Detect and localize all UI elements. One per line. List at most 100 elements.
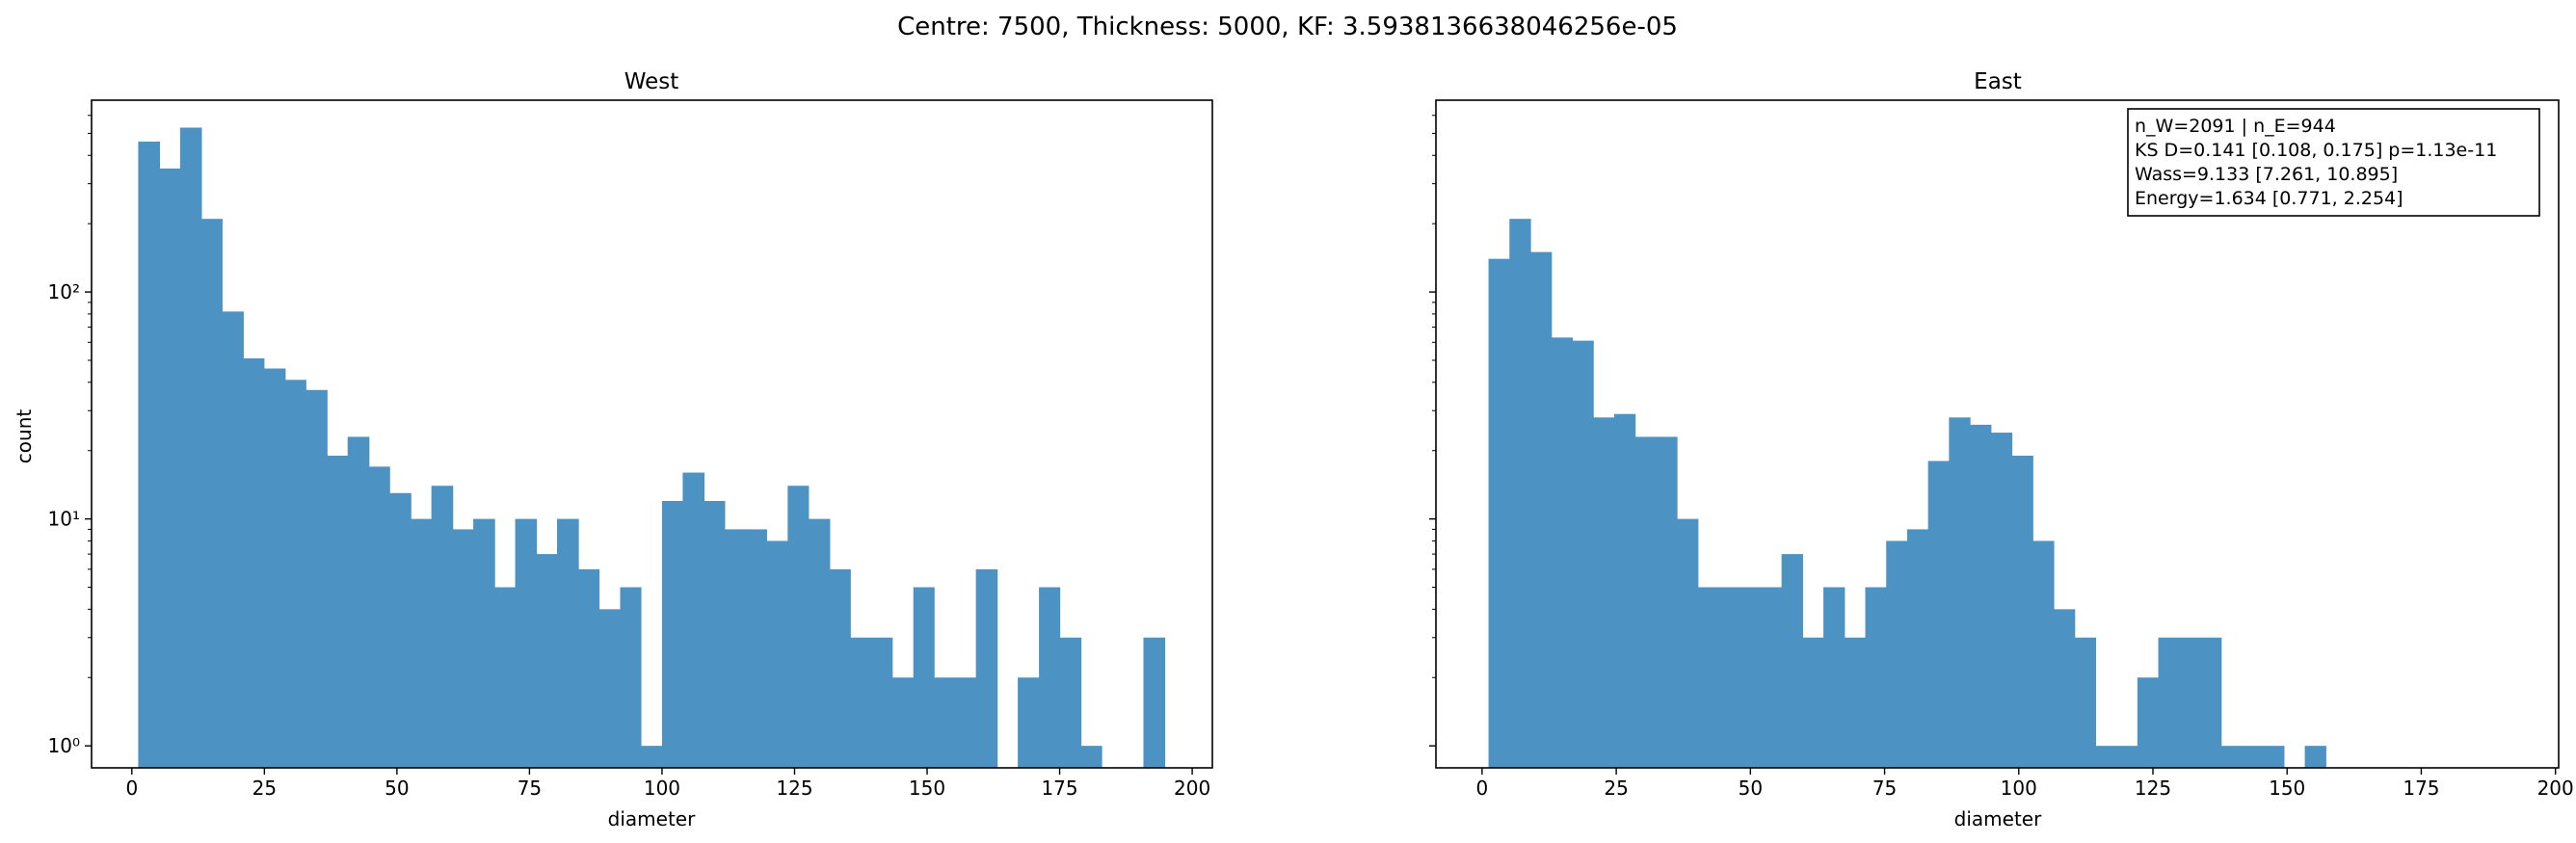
- east-xtick-label: 200: [2537, 777, 2574, 800]
- east-bar: [2158, 637, 2180, 768]
- east-panel: East 0 25 50 75 100 125 150 175 200 diameter n_W…: [1429, 69, 2574, 830]
- west-bar: [222, 311, 244, 768]
- east-bar: [1823, 587, 1846, 768]
- east-bar: [1677, 518, 1699, 768]
- west-bar: [411, 518, 433, 768]
- west-bar: [431, 486, 454, 768]
- west-bar: [871, 637, 893, 768]
- west-bar: [704, 500, 726, 768]
- west-bar: [138, 141, 161, 768]
- east-bar: [1865, 587, 1887, 768]
- east-bar: [2011, 455, 2033, 768]
- east-bar: [2200, 637, 2222, 768]
- west-title: West: [624, 69, 679, 94]
- west-bar: [682, 472, 705, 768]
- east-bar: [1488, 258, 1510, 768]
- east-title: East: [1974, 69, 2022, 94]
- east-bar: [2263, 746, 2285, 768]
- west-axes-frame: [91, 99, 1213, 769]
- west-bar: [515, 518, 538, 768]
- east-bar: [1781, 554, 1803, 768]
- east-bar: [1970, 424, 1992, 768]
- west-bar: [389, 492, 412, 768]
- west-bar: [347, 436, 370, 768]
- west-panel: West 0 25 50 75 100 125 150 175 200 10⁰ 10¹ 10² dia…: [13, 69, 1213, 830]
- east-bar: [1886, 540, 1908, 768]
- west-bar: [159, 168, 181, 768]
- stats-line-ks: KS D=0.141 [0.108, 0.175] p=1.13e-11: [2135, 140, 2497, 161]
- west-xtick-label: 100: [644, 777, 680, 800]
- west-xtick-label: 50: [385, 777, 409, 800]
- west-bar: [598, 609, 622, 768]
- west-bar: [661, 500, 684, 768]
- east-bar: [1927, 461, 1950, 768]
- west-bar: [955, 677, 977, 768]
- west-bar: [305, 389, 328, 768]
- east-bar: [2179, 637, 2201, 768]
- west-bar: [368, 466, 390, 768]
- east-bar: [2032, 540, 2055, 768]
- west-bar: [536, 554, 558, 768]
- west-bar: [891, 677, 915, 768]
- east-bar: [2074, 637, 2097, 768]
- east-bar: [1509, 219, 1531, 769]
- figure-suptitle: Centre: 7500, Thickness: 5000, KF: 3.593…: [897, 13, 1678, 41]
- west-bar: [494, 587, 517, 768]
- east-xtick-label: 75: [1872, 777, 1897, 800]
- west-bar: [766, 540, 788, 768]
- west-bar: [243, 357, 265, 768]
- west-xtick-label: 200: [1174, 777, 1210, 800]
- east-axes-frame: [1435, 99, 2560, 769]
- east-bar: [1906, 529, 1929, 768]
- east-bar: [1949, 417, 1971, 768]
- west-bar: [557, 518, 579, 768]
- west-bar: [1080, 746, 1102, 768]
- east-xtick-label: 25: [1604, 777, 1628, 800]
- east-bar: [1697, 587, 1720, 768]
- west-xtick-label: 175: [1041, 777, 1077, 800]
- west-bar: [850, 637, 872, 768]
- west-bar: [284, 380, 306, 768]
- west-xtick-label: 150: [909, 777, 945, 800]
- east-xtick-label: 125: [2135, 777, 2171, 800]
- west-ytick-label: 10²: [48, 280, 80, 303]
- west-bar: [578, 568, 600, 768]
- east-bar: [2242, 746, 2264, 768]
- west-bar: [327, 455, 349, 768]
- west-bar: [913, 587, 935, 768]
- east-axes: 0 25 50 75 100 125 150 175 200: [1429, 99, 2574, 800]
- east-bar: [1739, 587, 1762, 768]
- east-bar: [2137, 677, 2160, 768]
- west-bar: [452, 529, 474, 768]
- east-bar: [1530, 251, 1553, 769]
- east-xtick-label: 0: [1476, 777, 1489, 800]
- east-bar: [1760, 587, 1783, 768]
- west-bar: [640, 746, 663, 768]
- west-bar: [473, 518, 495, 768]
- west-bar: [1018, 677, 1040, 768]
- east-bar: [1656, 436, 1678, 768]
- west-axes: 0 25 50 75 100 125 150 175 200 10⁰ 10¹ 10²: [48, 99, 1213, 800]
- stats-legend-box: n_W=2091 | n_E=944 KS D=0.141 [0.108, 0.…: [2127, 108, 2540, 217]
- west-bar: [620, 587, 642, 768]
- east-bar: [1634, 436, 1657, 768]
- east-bar: [1551, 337, 1574, 768]
- west-ylabel: count: [13, 409, 36, 464]
- east-bar: [1572, 340, 1594, 768]
- west-bar: [787, 486, 810, 768]
- east-bar: [1718, 587, 1740, 768]
- stats-line-counts: n_W=2091 | n_E=944: [2135, 116, 2336, 137]
- east-xlabel: diameter: [1954, 807, 2042, 830]
- west-bar: [263, 368, 286, 768]
- west-bar: [724, 529, 747, 768]
- west-xtick-label: 0: [125, 777, 138, 800]
- east-bar: [1844, 637, 1867, 768]
- stats-legend-frame: [2127, 108, 2540, 217]
- west-bar: [975, 568, 998, 768]
- west-ytick-label: 10⁰: [48, 734, 80, 757]
- west-bar: [200, 219, 223, 769]
- west-xtick-label: 75: [518, 777, 542, 800]
- east-bar: [2304, 746, 2326, 768]
- east-bar: [2095, 746, 2117, 768]
